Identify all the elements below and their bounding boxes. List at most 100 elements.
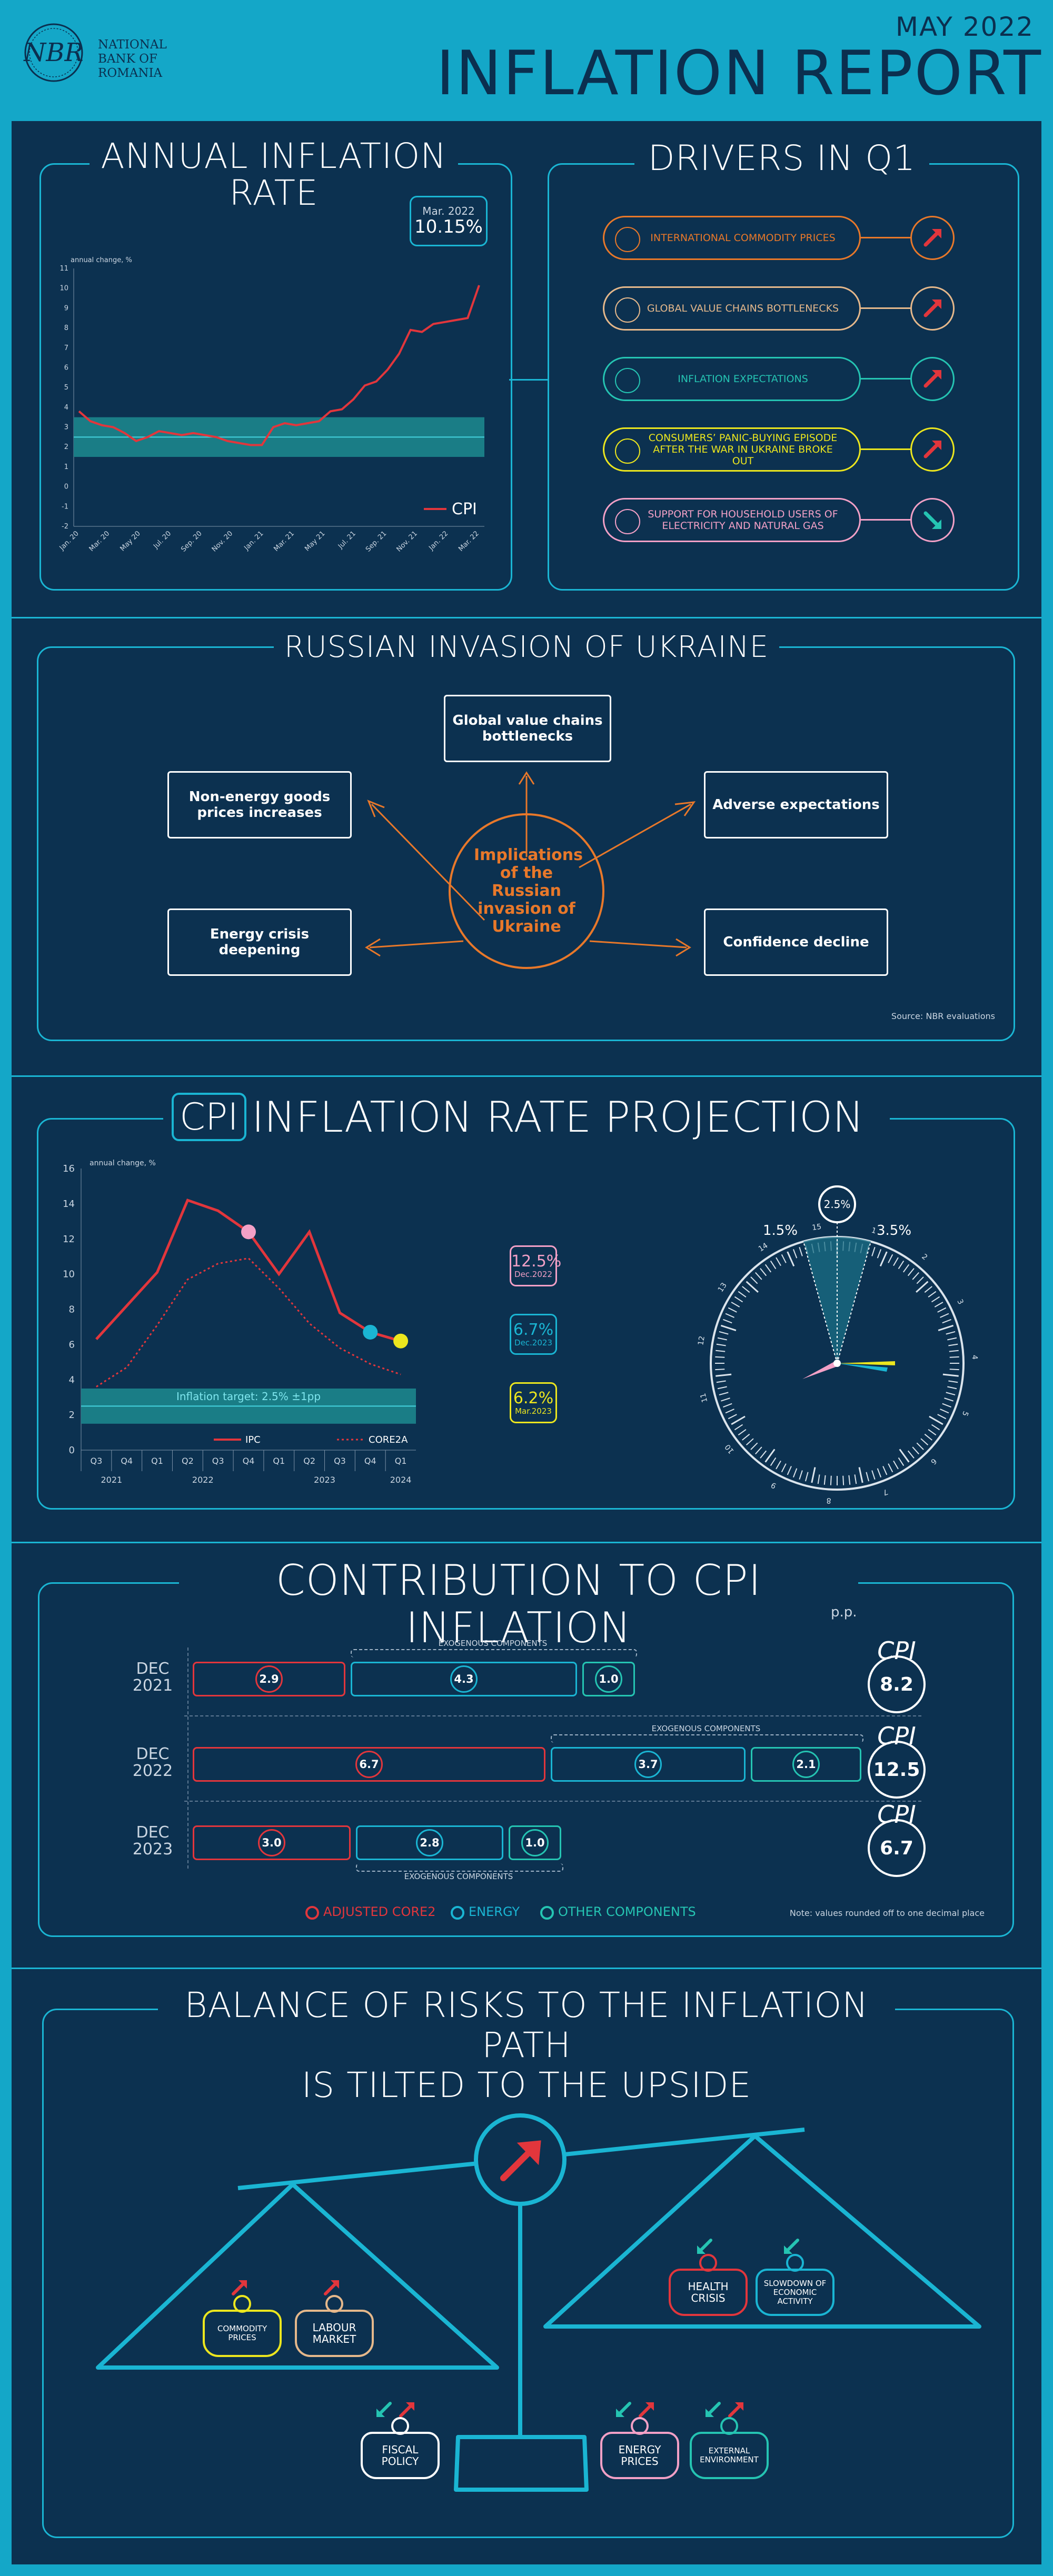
driver-pill: INFLATION EXPECTATIONS (603, 357, 861, 401)
projection-ytick-label: 8 (69, 1304, 75, 1315)
legend-label: ADJUSTED CORE2 (323, 1904, 436, 1919)
dial-tick (781, 1463, 787, 1473)
row-label-line2: 2023 (132, 1840, 173, 1859)
projection-marker (241, 1224, 256, 1240)
dial-number: 8 (826, 1496, 831, 1505)
legend-label: ENERGY (469, 1904, 520, 1919)
dial-tick (940, 1313, 949, 1318)
annual-xtick-label: May 21 (303, 530, 326, 553)
risk-bag: EXTERNAL ENVIRONMENT (690, 2432, 769, 2479)
projection-ytick-label: 10 (63, 1269, 75, 1280)
annual-badge: Mar. 2022 10.15% (410, 196, 488, 246)
contribution-bar: 6.7 (193, 1747, 545, 1782)
projection-ytick-label: 6 (69, 1339, 75, 1350)
dial-tick (725, 1409, 734, 1414)
contribution-bar: 2.8 (356, 1825, 503, 1860)
contribution-bar: 1.0 (582, 1662, 635, 1696)
projection-marker (393, 1333, 409, 1349)
dial-tick (720, 1324, 737, 1332)
divider-4 (12, 1968, 1041, 1969)
dial-tick (731, 1302, 740, 1307)
arrow-shaft (399, 2404, 413, 2418)
bubble-value: 6.2% (513, 1389, 554, 1407)
dial-tick (755, 1446, 762, 1455)
driver-row: INFLATION EXPECTATIONS (603, 357, 961, 401)
dial-number: 10 (723, 1443, 736, 1455)
arrow-shaft (639, 2404, 652, 2418)
row-label-line1: DEC (136, 1823, 170, 1842)
dial-tick (902, 1264, 910, 1273)
nbr-logo-icon: NBR (23, 23, 84, 82)
driver-connector (861, 307, 911, 309)
driver-connector (861, 519, 911, 521)
annual-xtick-label: Mar. 21 (272, 530, 296, 553)
contribution-value: 4.3 (450, 1665, 478, 1693)
arrow-up-right-icon (923, 441, 941, 458)
node-energy-crisis: Energy crisis deepening (167, 908, 352, 976)
dial-tick (942, 1319, 951, 1324)
annual-badge-value: 10.15% (414, 216, 483, 237)
annual-title-line1: ANNUAL INFLATION (101, 136, 447, 176)
invasion-center-text: Implications of the Russian invasion of … (474, 846, 583, 936)
dial-tick (916, 1442, 924, 1450)
dial-tick (888, 1254, 893, 1263)
risk-bag-knob (631, 2417, 649, 2435)
dial-tick (898, 1457, 905, 1466)
dial-high-label: 3.5% (877, 1223, 911, 1239)
header: NBR NATIONAL BANK OF ROMANIA MAY 2022 IN… (0, 0, 1053, 121)
node-global-value-chains: Global value chains bottlenecks (444, 695, 611, 762)
dial-tick (725, 1313, 734, 1318)
legend-marker (540, 1906, 554, 1920)
contribution-value: 2.9 (255, 1665, 283, 1693)
dial-tick (877, 1249, 882, 1259)
projection-ytick-label: 16 (63, 1163, 75, 1174)
dial-tick (764, 1449, 776, 1463)
driver-direction (910, 498, 955, 542)
risks-title-line2: IS TILTED TO THE UPSIDE (301, 2065, 752, 2105)
dial-low-label: 1.5% (763, 1223, 798, 1239)
annual-ytick-label: 8 (64, 324, 68, 332)
dial-number: 15 (811, 1223, 822, 1232)
dial-tick (742, 1286, 750, 1293)
dial-tick (937, 1414, 947, 1420)
driver-label: INFLATION EXPECTATIONS (678, 373, 808, 385)
driver-pill: CONSUMERS’ PANIC-BUYING EPISODE AFTER TH… (603, 427, 861, 472)
contribution-bar: 3.0 (193, 1825, 351, 1860)
dial-tick (931, 1424, 940, 1431)
annual-title-line2: RATE (229, 173, 319, 213)
risk-item: HEALTH CRISIS (669, 2232, 748, 2316)
dial-tick (871, 1470, 876, 1480)
annual-xtick-label: Jan. 22 (427, 530, 450, 552)
dial-tick (792, 1468, 798, 1477)
logo-line-2: BANK OF (98, 52, 157, 66)
projection-ytick-label: 0 (69, 1445, 75, 1456)
two-way-arrow-icon (616, 2402, 654, 2418)
arrow-up-right-icon (232, 2280, 247, 2295)
risk-bag: FISCAL POLICY (361, 2432, 440, 2479)
risk-label: EXTERNAL ENVIRONMENT (700, 2446, 759, 2464)
risk-bag: SLOWDOWN OF ECONOMIC ACTIVITY (756, 2269, 835, 2316)
dial-tick (716, 1373, 732, 1377)
projection-bubble: 6.7% Dec.2023 (510, 1314, 557, 1355)
dial-tick (823, 1475, 826, 1485)
annual-cpi-line (78, 285, 480, 446)
arrow-shaft (324, 2282, 337, 2295)
svg-text:NBR: NBR (23, 38, 83, 67)
arrow-up-right-icon (324, 2280, 339, 2295)
dial-hub (833, 1360, 841, 1367)
contribution-value: 3.7 (634, 1751, 662, 1778)
dial-number: 14 (757, 1241, 770, 1253)
legend-core2a-label: CORE2A (369, 1434, 408, 1445)
driver-direction (910, 357, 955, 401)
projection-year-label: 2021 (101, 1475, 122, 1485)
dial-hand-pink (802, 1360, 837, 1379)
dial-tick (717, 1386, 727, 1390)
risks-title-line1: BALANCE OF RISKS TO THE INFLATION PATH (184, 1985, 869, 2065)
annual-ytick-label: 4 (64, 404, 68, 412)
arrow-shaft (728, 2404, 742, 2418)
bubble-value: 12.5% (511, 1252, 562, 1271)
contribution-row-label: DEC 2021 (121, 1661, 184, 1694)
projection-ytick-label: 4 (69, 1374, 75, 1385)
annual-ytick-label: 7 (64, 344, 68, 352)
cpi-total-value: 6.7 (868, 1819, 926, 1877)
